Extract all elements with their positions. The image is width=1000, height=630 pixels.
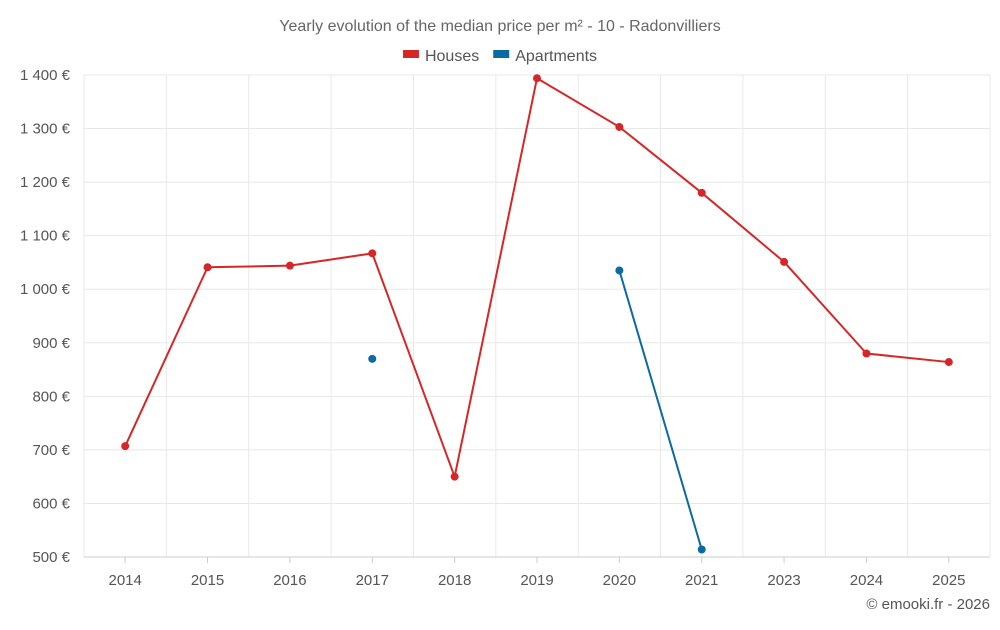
legend-label: Apartments <box>515 48 597 65</box>
x-tick-label: 2018 <box>438 572 471 589</box>
x-tick-label: 2015 <box>191 572 224 589</box>
houses-point: 2019: 1394 <box>533 74 541 83</box>
houses-point: 2014: 707 <box>121 442 130 451</box>
houses-line-segment <box>288 252 374 267</box>
x-tick-label: 2019 <box>520 572 553 589</box>
y-tick-label: 900 € <box>32 335 70 352</box>
y-tick-label: 600 € <box>32 495 70 512</box>
legend-item-apartments: Apartments <box>493 48 597 65</box>
legend-swatch <box>493 50 510 58</box>
houses-point: 2023: 1051 <box>780 257 789 266</box>
y-tick-label: 1 200 € <box>20 174 71 191</box>
y-tick-label: 700 € <box>32 442 70 459</box>
houses-point: 2021: 1180 <box>697 188 706 197</box>
apartments-line-segment <box>618 269 703 551</box>
y-tick-label: 800 € <box>32 388 70 405</box>
houses-point: 2024: 880 <box>862 349 871 358</box>
chart-title: Yearly evolution of the median price per… <box>279 18 720 35</box>
houses-point: 2018: 650 <box>450 472 459 481</box>
houses-point: 2015: 1041 <box>203 263 212 272</box>
legend-label: Houses <box>425 48 479 65</box>
houses-point: 2020: 1303 <box>615 122 624 131</box>
legend: Houses Apartments <box>402 48 597 65</box>
houses-line-segment <box>371 252 456 478</box>
apartments-point: 2020: 1035 <box>615 266 624 275</box>
apartments-point: 2021: 514 <box>697 545 706 554</box>
houses-line-segment <box>700 191 786 263</box>
y-tick-label: 1 100 € <box>20 228 71 245</box>
x-tick-label: 2024 <box>850 572 883 589</box>
y-tick-label: 1 300 € <box>20 121 71 138</box>
x-tick-label: 2020 <box>603 572 636 589</box>
series-layer: 2014: 707 2015: 1041 2016: 1044 2017: 1067 2… <box>121 74 953 554</box>
houses-line-segment <box>206 264 291 269</box>
apartments-point: 2017: 870 <box>368 354 377 363</box>
grid-lines <box>83 74 991 558</box>
credit-text: © emooki.fr - 2026 <box>866 596 990 613</box>
legend-item-houses: Houses <box>402 48 479 65</box>
houses-point: 2025: 864 <box>944 358 953 367</box>
y-tick-label: 1 400 € <box>20 67 71 84</box>
houses-line-segment <box>865 352 950 364</box>
houses-line-segment <box>783 260 868 355</box>
houses-line-segment <box>618 125 703 194</box>
houses-line-segment <box>124 266 209 448</box>
y-tick-label: 1 000 € <box>20 281 71 298</box>
houses-point: 2016: 1044 <box>285 261 294 270</box>
x-tick-label: 2021 <box>685 572 718 589</box>
x-tick-label: 2025 <box>932 572 965 589</box>
houses-line-segment <box>536 77 621 128</box>
x-tick-label: 2016 <box>273 572 306 589</box>
x-tick-label: 2014 <box>108 572 141 589</box>
houses-line-segment <box>453 77 538 478</box>
y-tick-label: 500 € <box>32 549 70 566</box>
legend-swatch <box>402 50 419 58</box>
x-tick-label: 2023 <box>767 572 800 589</box>
x-tick-label: 2017 <box>356 572 389 589</box>
axes: 500 € 600 € 700 € 800 € 900 € 1 000 € 1 100 € 1… <box>20 67 990 589</box>
houses-point: 2017: 1067 <box>368 249 377 258</box>
